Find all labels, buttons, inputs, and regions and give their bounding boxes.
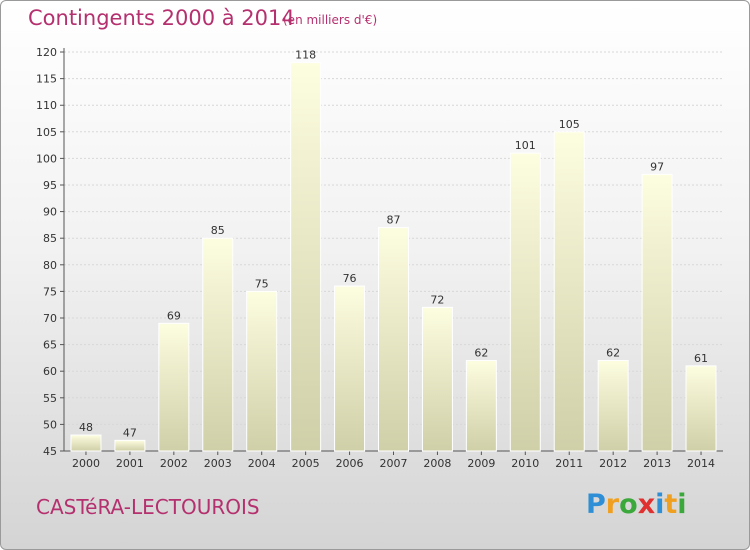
bar	[114, 439, 146, 452]
y-tick-label: 110	[36, 99, 57, 112]
logo-letter: P	[586, 489, 606, 520]
bar	[290, 62, 322, 452]
bar	[421, 306, 453, 452]
y-tick-label: 90	[43, 206, 57, 219]
bar	[378, 227, 409, 452]
bar	[334, 285, 366, 452]
x-tick-label: 2010	[511, 457, 539, 470]
chart-subtitle: (en milliers d'€)	[283, 13, 378, 27]
commune-name: CASTéRA-LECTOUROIS	[36, 495, 260, 519]
bar	[597, 360, 629, 452]
y-tick-label: 80	[43, 259, 57, 272]
bar	[246, 290, 278, 452]
bar	[70, 434, 102, 452]
x-tick-label: 2011	[555, 457, 583, 470]
data-label: 105	[559, 118, 580, 131]
y-tick-label: 65	[43, 339, 57, 352]
x-tick-label: 2006	[336, 457, 364, 470]
y-tick-label: 115	[36, 73, 57, 86]
bar	[509, 152, 541, 452]
x-tick-label: 2012	[599, 457, 627, 470]
x-tick-label: 2014	[687, 457, 715, 470]
proxiti-logo: Proxiti	[586, 489, 687, 520]
data-label: 87	[387, 214, 401, 227]
bar	[158, 322, 190, 452]
x-tick-label: 2000	[72, 457, 100, 470]
logo-letter: i	[677, 489, 687, 520]
data-label: 85	[211, 224, 225, 237]
x-tick-label: 2008	[423, 457, 451, 470]
data-label: 62	[474, 347, 488, 360]
data-label: 48	[79, 421, 93, 434]
y-tick-label: 55	[43, 392, 57, 405]
y-tick-label: 85	[43, 232, 57, 245]
data-label: 101	[515, 139, 536, 152]
x-tick-label: 2005	[292, 457, 320, 470]
data-label: 61	[694, 352, 708, 365]
y-tick-label: 100	[36, 152, 57, 165]
data-label: 97	[650, 160, 664, 173]
data-label: 76	[343, 272, 357, 285]
data-label: 118	[295, 49, 316, 62]
x-tick-label: 2004	[248, 457, 276, 470]
y-tick-label: 95	[43, 179, 57, 192]
data-label: 72	[430, 293, 444, 306]
bar	[641, 173, 673, 452]
tick-labels: 45 50 55 60 65 70 75 80 85 90 95 100 105 110 115 120 48 2…	[36, 46, 715, 470]
y-tick-label: 50	[43, 418, 57, 431]
x-tick-label: 2009	[467, 457, 495, 470]
y-tick-label: 120	[36, 46, 57, 59]
y-tick-label: 70	[43, 312, 57, 325]
logo-letter: o	[619, 489, 638, 520]
y-tick-label: 45	[43, 445, 57, 458]
logo-letter: r	[605, 489, 620, 520]
y-tick-label: 60	[43, 365, 57, 378]
data-label: 47	[123, 426, 137, 439]
x-tick-label: 2003	[204, 457, 232, 470]
data-label: 75	[255, 277, 269, 290]
bars	[70, 62, 717, 452]
logo-letter: i	[655, 489, 665, 520]
bar	[202, 237, 234, 452]
y-tick-label: 105	[36, 126, 57, 139]
data-label: 69	[167, 309, 181, 322]
data-label: 62	[606, 347, 620, 360]
y-tick-label: 75	[43, 285, 57, 298]
x-tick-label: 2002	[160, 457, 188, 470]
bar	[685, 365, 717, 452]
x-tick-label: 2001	[116, 457, 144, 470]
x-tick-label: 2013	[643, 457, 671, 470]
logo-letter: x	[637, 489, 656, 520]
x-tick-label: 2007	[380, 457, 408, 470]
bar	[553, 131, 585, 452]
logo-letter: t	[664, 489, 678, 520]
bar	[465, 360, 497, 452]
chart-title: Contingents 2000 à 2014	[28, 6, 295, 30]
